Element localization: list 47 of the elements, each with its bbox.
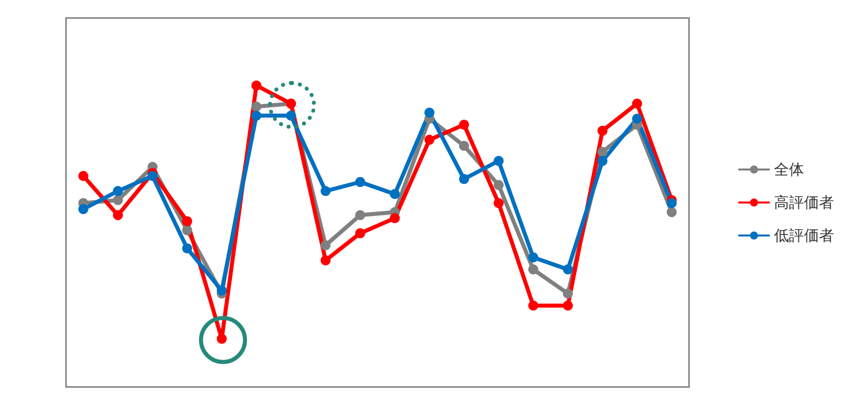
point [78, 170, 88, 181]
point [182, 216, 192, 226]
point [666, 207, 677, 218]
point [459, 140, 470, 151]
point [494, 198, 504, 208]
point [112, 195, 123, 206]
point [528, 300, 538, 311]
point [390, 213, 400, 224]
point [251, 110, 262, 121]
point [390, 189, 400, 200]
point [182, 225, 192, 236]
point [320, 255, 331, 266]
point [597, 146, 608, 157]
point [286, 110, 296, 121]
point [355, 177, 366, 187]
point [112, 210, 123, 220]
point [320, 186, 331, 196]
point [148, 170, 158, 181]
point [251, 80, 262, 91]
point [182, 243, 192, 254]
point [632, 114, 642, 124]
point [112, 186, 123, 196]
point [216, 286, 227, 296]
point [424, 134, 434, 145]
point [494, 156, 504, 166]
point [355, 228, 366, 238]
point [562, 264, 573, 274]
point [597, 156, 608, 166]
point [355, 210, 366, 220]
point [528, 264, 538, 274]
point [494, 180, 504, 190]
point [597, 126, 608, 136]
point [562, 300, 573, 311]
point [216, 334, 227, 344]
point [320, 240, 331, 250]
legend-label: 高評価者 [774, 194, 834, 212]
point [78, 204, 88, 214]
point [459, 174, 470, 184]
point [632, 98, 642, 109]
point [528, 252, 538, 262]
legend-label: 全体 [774, 160, 804, 178]
point [562, 288, 573, 299]
point [424, 108, 434, 118]
point [666, 198, 677, 208]
point [251, 102, 262, 112]
point [459, 120, 470, 130]
legend-label: 低評価者 [774, 226, 834, 244]
